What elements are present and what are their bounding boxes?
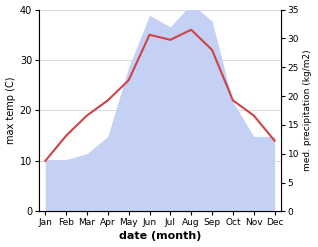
X-axis label: date (month): date (month) [119, 231, 201, 242]
Y-axis label: max temp (C): max temp (C) [5, 77, 16, 144]
Y-axis label: med. precipitation (kg/m2): med. precipitation (kg/m2) [303, 50, 313, 171]
